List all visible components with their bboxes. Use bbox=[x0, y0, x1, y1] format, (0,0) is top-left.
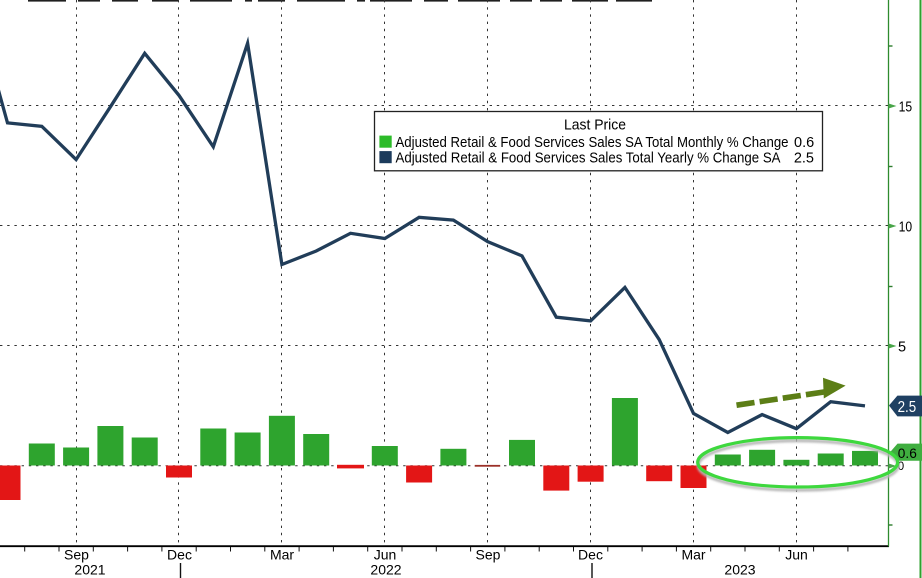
svg-text:2021: 2021 bbox=[74, 562, 105, 578]
svg-text:Mar: Mar bbox=[270, 547, 294, 563]
svg-text:2.5: 2.5 bbox=[794, 150, 814, 166]
svg-text:Sep: Sep bbox=[64, 547, 89, 563]
svg-text:15: 15 bbox=[899, 100, 913, 116]
svg-text:Mar: Mar bbox=[681, 547, 705, 563]
svg-text:Adjusted Retail & Food Service: Adjusted Retail & Food Services Sales SA… bbox=[396, 135, 789, 151]
svg-text:0: 0 bbox=[898, 461, 904, 473]
svg-text:2022: 2022 bbox=[370, 562, 401, 578]
svg-text:2.5: 2.5 bbox=[898, 399, 917, 416]
svg-text:0.6: 0.6 bbox=[794, 135, 814, 151]
svg-text:Dec: Dec bbox=[578, 547, 603, 563]
svg-text:5: 5 bbox=[898, 340, 906, 356]
svg-text:Sep: Sep bbox=[476, 547, 501, 563]
svg-text:Adjusted Retail & Food Service: Adjusted Retail & Food Services Sales To… bbox=[396, 150, 781, 166]
svg-text:2023: 2023 bbox=[724, 562, 755, 578]
svg-text:Dec: Dec bbox=[167, 547, 192, 563]
svg-text:0.6: 0.6 bbox=[898, 445, 917, 461]
svg-text:Jun: Jun bbox=[785, 547, 808, 563]
svg-text:Jun: Jun bbox=[374, 547, 397, 563]
svg-text:Last Price: Last Price bbox=[564, 117, 626, 134]
svg-text:10: 10 bbox=[899, 220, 913, 236]
